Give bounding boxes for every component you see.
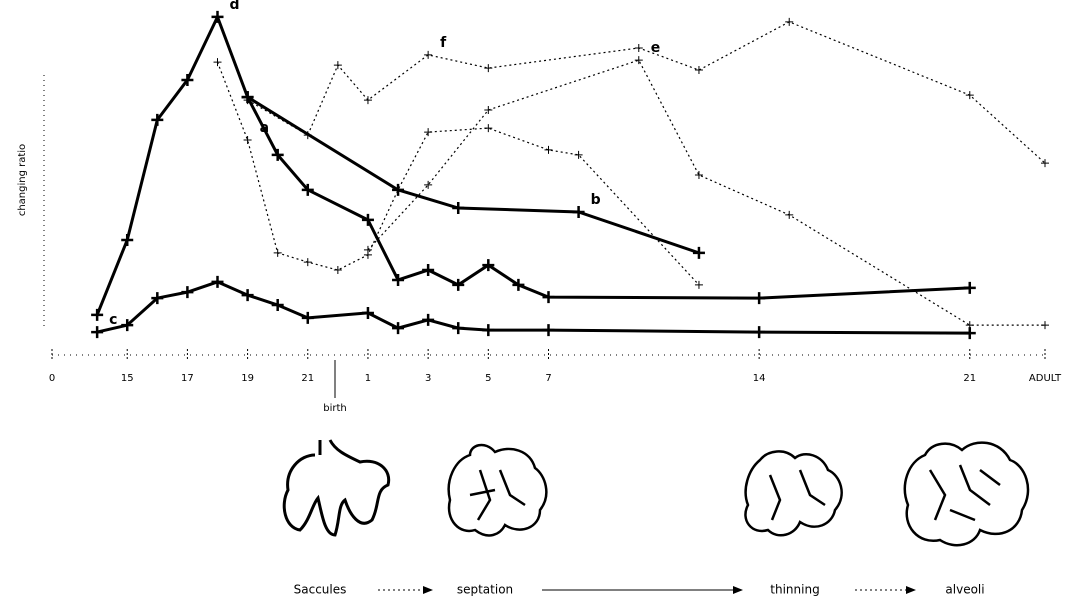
point-marker [964, 282, 976, 294]
point-marker [392, 274, 404, 286]
point-marker [214, 58, 222, 66]
point-marker [392, 322, 404, 334]
x-tick-label: 17 [181, 373, 194, 384]
point-marker [1041, 321, 1049, 329]
point-marker [121, 234, 133, 246]
x-tick-label: 14 [753, 373, 766, 384]
stage-label: alveoli [945, 583, 984, 597]
x-axis-label: birth [323, 403, 347, 414]
lung-septation [449, 445, 547, 535]
point-marker [484, 64, 492, 72]
point-marker [181, 286, 193, 298]
point-marker [452, 322, 464, 334]
stage-label: Saccules [294, 583, 347, 597]
point-marker [302, 312, 314, 324]
point-marker [274, 249, 282, 257]
chart: changing ratio birth Saccules septation … [0, 0, 1079, 604]
point-marker [753, 292, 765, 304]
x-tick-label: 0 [49, 373, 55, 384]
point-marker [362, 214, 374, 226]
lung-saccules [284, 440, 388, 535]
point-marker [966, 321, 974, 329]
series-line [248, 97, 699, 253]
series-label: e [651, 40, 661, 56]
x-tick-label: 21 [301, 373, 314, 384]
point-marker [424, 128, 432, 136]
point-marker [695, 66, 703, 74]
point-marker [785, 211, 793, 219]
series-line [368, 60, 1045, 325]
point-marker [635, 56, 643, 64]
point-marker [424, 181, 432, 189]
point-marker [452, 202, 464, 214]
point-marker [422, 314, 434, 326]
series-label: f [440, 35, 447, 51]
lung-alveoli [905, 443, 1028, 546]
point-marker [364, 246, 372, 254]
series-label: d [230, 0, 240, 13]
point-marker [362, 307, 374, 319]
x-tick-label: 15 [121, 373, 134, 384]
x-tick-label: 7 [545, 373, 551, 384]
point-marker [785, 18, 793, 26]
lung-thinning [745, 451, 841, 535]
x-tick-label: 1 [365, 373, 371, 384]
x-tick-label: 19 [241, 373, 254, 384]
point-marker [91, 326, 103, 338]
point-marker [543, 291, 555, 303]
point-marker [484, 124, 492, 132]
point-marker [212, 276, 224, 288]
point-marker [573, 206, 585, 218]
point-marker [695, 171, 703, 179]
point-marker [753, 326, 765, 338]
point-marker [693, 247, 705, 259]
point-marker [635, 44, 643, 52]
stage-label: thinning [770, 583, 819, 597]
point-marker [304, 258, 312, 266]
x-tick-label: 3 [425, 373, 431, 384]
point-marker [1041, 159, 1049, 167]
series-line [248, 22, 1045, 163]
point-marker [422, 264, 434, 276]
x-tick-label: 21 [963, 373, 976, 384]
point-marker [334, 266, 342, 274]
point-marker [424, 51, 432, 59]
series-line [97, 17, 970, 315]
series-label: c [109, 312, 117, 328]
point-marker [545, 146, 553, 154]
point-marker [272, 299, 284, 311]
point-marker [244, 136, 252, 144]
series-label: b [591, 192, 601, 208]
series-line [218, 62, 699, 285]
y-axis-label: changing ratio [17, 144, 28, 216]
point-marker [91, 309, 103, 321]
x-tick-label: 5 [485, 373, 491, 384]
point-marker [482, 324, 494, 336]
point-marker [575, 151, 583, 159]
point-marker [334, 61, 342, 69]
point-marker [212, 11, 224, 23]
stage-label: septation [457, 583, 513, 597]
x-tick-label: ADULT [1029, 373, 1062, 384]
point-marker [242, 289, 254, 301]
point-marker [543, 324, 555, 336]
lung-illustrations [284, 440, 1028, 545]
